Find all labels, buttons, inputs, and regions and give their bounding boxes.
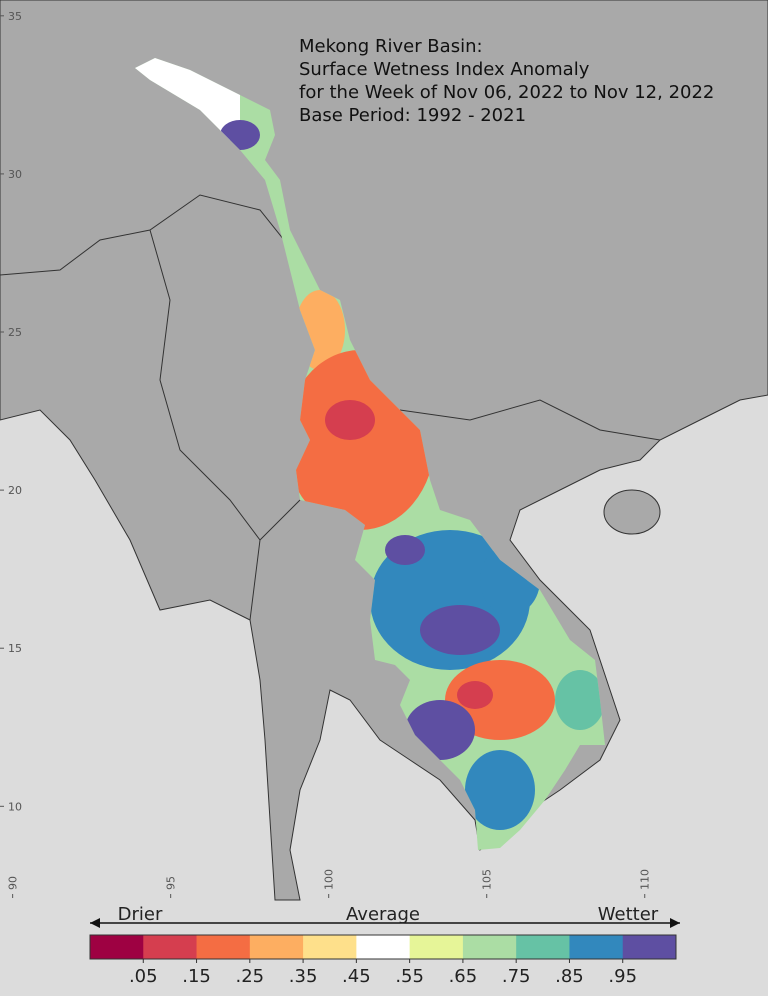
colorbar-bin	[356, 935, 411, 959]
basin-patch	[325, 400, 375, 440]
colorbar-bin	[196, 935, 251, 959]
colorbar-bin	[622, 935, 677, 959]
colorbar-tick-label: .25	[235, 966, 264, 987]
borders	[0, 194, 661, 621]
lat-tick-label: 35	[8, 10, 22, 23]
basin-patch	[420, 605, 500, 655]
title-line: Base Period: 1992 - 2021	[299, 105, 526, 126]
colorbar-bin	[409, 935, 464, 959]
colorbar-bin	[90, 935, 144, 959]
basin-patch	[385, 535, 425, 565]
lon-tick-label: 90	[7, 876, 20, 890]
colorbar-tick-label: .15	[182, 966, 211, 987]
average-label: Average	[346, 904, 420, 925]
colorbar-bin	[249, 935, 304, 959]
lat-tick-label: 25	[8, 326, 22, 339]
lon-tick-label: 100	[323, 869, 336, 890]
lat-tick-label: 20	[8, 484, 22, 497]
lat-tick-label: 10	[8, 800, 22, 813]
lat-tick-label: 30	[8, 168, 22, 181]
lon-tick-label: 105	[481, 869, 494, 890]
colorbar-tick-label: .45	[342, 966, 371, 987]
hainan	[603, 489, 661, 535]
lat-tick-label: 15	[8, 642, 22, 655]
basin-patch	[555, 670, 605, 730]
colorbar-bin	[303, 935, 357, 959]
basin-patch	[457, 681, 493, 709]
colorbar-bin	[516, 935, 570, 959]
wetter-label: Wetter	[598, 904, 659, 925]
lon-tick-label: 110	[639, 869, 652, 890]
colorbar-bin	[569, 935, 624, 959]
colorbar-tick-label: .05	[129, 966, 158, 987]
colorbar-bin	[462, 935, 517, 959]
title-line: for the Week of Nov 06, 2022 to Nov 12, …	[299, 82, 714, 103]
colorbar-tick-label: .35	[289, 966, 318, 987]
colorbar-tick-label: .65	[449, 966, 478, 987]
drier-label: Drier	[118, 904, 163, 925]
title-line: Mekong River Basin:	[299, 36, 483, 57]
title-line: Surface Wetness Index Anomaly	[299, 59, 590, 80]
colorbar-tick-label: .85	[555, 966, 584, 987]
colorbar-tick-label: .75	[502, 966, 531, 987]
colorbar-tick-label: .95	[608, 966, 637, 987]
colorbar-bin	[143, 935, 198, 959]
basin-patch	[465, 750, 535, 830]
colorbar-tick-label: .55	[395, 966, 424, 987]
colorbar-frame	[89, 934, 677, 960]
lon-tick-label: 95	[165, 876, 178, 890]
